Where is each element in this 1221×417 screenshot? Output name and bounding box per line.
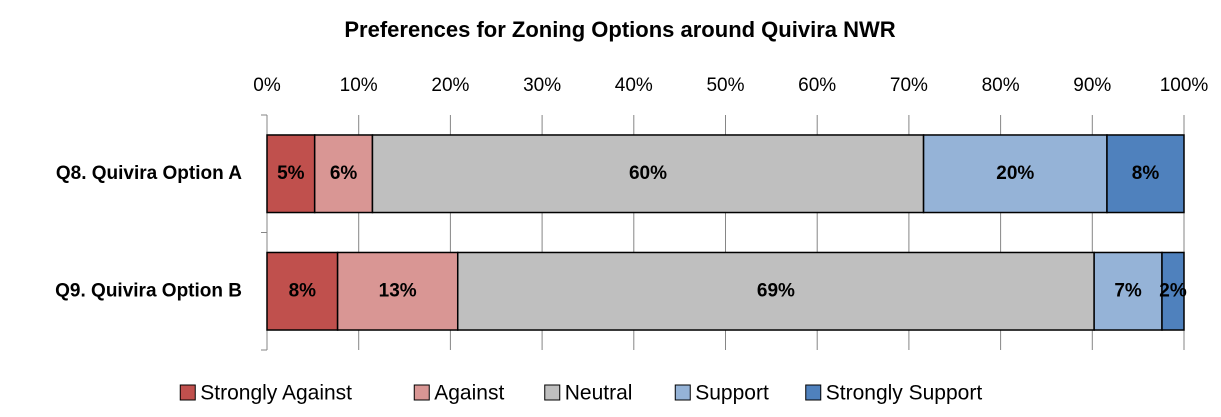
bar-segment bbox=[371, 134, 925, 214]
data-label: 6% bbox=[330, 163, 358, 184]
x-tick-label: 0% bbox=[253, 75, 281, 96]
data-label: 13% bbox=[379, 280, 417, 301]
bar-segment bbox=[1106, 134, 1185, 214]
data-label: 5% bbox=[277, 163, 305, 184]
x-tick-label: 20% bbox=[431, 75, 469, 96]
legend-swatch bbox=[674, 384, 691, 401]
bar-segment bbox=[1093, 251, 1163, 331]
x-tick-label: 80% bbox=[982, 75, 1020, 96]
data-label: 69% bbox=[757, 280, 795, 301]
bar-segment bbox=[1161, 251, 1185, 331]
data-label: 7% bbox=[1114, 280, 1142, 301]
y-tick-label: Q8. Quivira Option A bbox=[56, 163, 242, 184]
legend-swatch bbox=[413, 384, 430, 401]
x-tick-label: 30% bbox=[523, 75, 561, 96]
x-tick-label: 60% bbox=[798, 75, 836, 96]
bar-segment bbox=[922, 134, 1108, 214]
bar-segment bbox=[456, 251, 1095, 331]
x-tick-label: 50% bbox=[706, 75, 744, 96]
legend-label: Neutral bbox=[565, 382, 633, 405]
x-tick-label: 100% bbox=[1160, 75, 1209, 96]
data-label: 60% bbox=[629, 163, 667, 184]
bar-segment bbox=[266, 134, 316, 214]
bar-segment bbox=[266, 251, 339, 331]
bar-segment bbox=[336, 251, 459, 331]
x-tick-label: 70% bbox=[890, 75, 928, 96]
y-tick-label: Q9. Quivira Option B bbox=[55, 280, 242, 301]
legend-label: Strongly Support bbox=[826, 382, 983, 405]
legend-swatch bbox=[179, 384, 196, 401]
legend-label: Strongly Against bbox=[200, 382, 352, 405]
data-label: 20% bbox=[996, 163, 1034, 184]
legend-swatch bbox=[805, 384, 822, 401]
chart-title: Preferences for Zoning Options around Qu… bbox=[344, 17, 895, 42]
data-label: 8% bbox=[289, 280, 317, 301]
legend-label: Support bbox=[695, 382, 769, 405]
legend-label: Against bbox=[434, 382, 504, 405]
data-label: 2% bbox=[1159, 280, 1187, 301]
data-label: 8% bbox=[1132, 163, 1160, 184]
x-tick-label: 10% bbox=[340, 75, 378, 96]
x-tick-label: 40% bbox=[615, 75, 653, 96]
legend-swatch bbox=[544, 384, 561, 401]
x-tick-label: 90% bbox=[1073, 75, 1111, 96]
